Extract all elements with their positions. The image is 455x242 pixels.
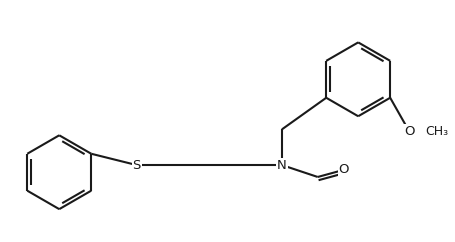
Text: O: O — [338, 163, 349, 176]
Text: O: O — [403, 125, 414, 138]
Text: S: S — [132, 159, 141, 172]
Text: N: N — [277, 159, 286, 172]
Text: CH₃: CH₃ — [424, 125, 447, 138]
